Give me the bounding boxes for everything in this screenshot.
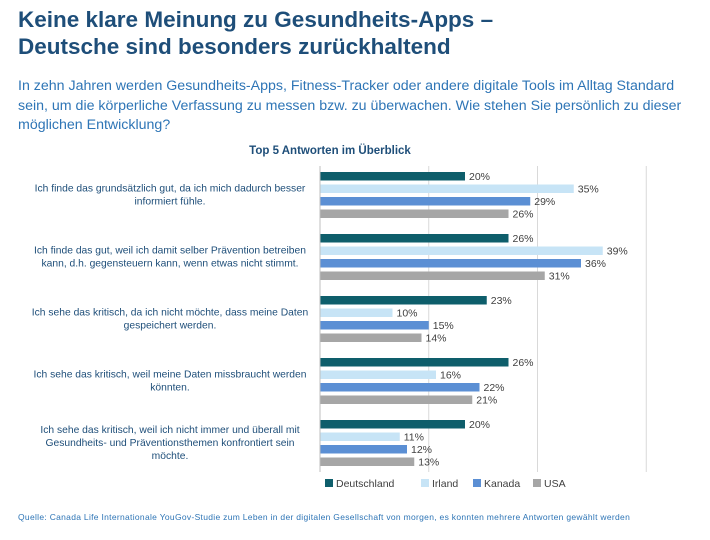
category-label: informiert fühle.: [135, 197, 206, 208]
source-note: Quelle: Canada Life Internationale YouGo…: [18, 512, 631, 522]
legend-label: USA: [544, 478, 566, 490]
bar: [320, 197, 531, 206]
bar: [320, 457, 415, 466]
category-label: könnten.: [150, 383, 190, 394]
bar: [320, 395, 473, 404]
data-label: 13%: [418, 457, 439, 469]
bar: [320, 234, 509, 243]
page-title-line-1: Keine klare Meinung zu Gesundheits-Apps …: [18, 7, 494, 32]
data-label: 26%: [513, 209, 534, 221]
category-label: möchte.: [152, 451, 189, 462]
category-label: Ich finde das grundsätzlich gut, da ich …: [35, 184, 306, 195]
legend-swatch: [325, 479, 333, 487]
page-title-line-2: Deutsche sind besonders zurückhaltend: [18, 34, 451, 59]
bar: [320, 333, 422, 342]
category-label: Ich sehe das kritisch, weil meine Daten …: [34, 370, 307, 381]
legend-swatch: [533, 479, 541, 487]
bar: [320, 172, 465, 181]
data-label: 39%: [607, 246, 628, 258]
data-label: 22%: [484, 382, 505, 394]
bar: [320, 383, 480, 392]
data-label: 11%: [404, 432, 424, 444]
data-label: 36%: [585, 258, 606, 270]
bar: [320, 432, 400, 441]
category-label: kann, d.h. gegensteuern kann, wenn etwas…: [42, 259, 299, 270]
data-label: 14%: [426, 333, 447, 345]
category-label: Ich sehe das kritisch, weil ich nicht im…: [40, 425, 299, 436]
data-label: 26%: [513, 233, 534, 245]
data-label: 12%: [411, 444, 432, 456]
bar: [320, 445, 407, 454]
data-label: 26%: [513, 357, 534, 369]
bar: [320, 321, 429, 330]
data-label: 21%: [476, 395, 497, 407]
bar: [320, 271, 545, 280]
bar: [320, 308, 393, 317]
bar: [320, 246, 603, 255]
bar: [320, 259, 581, 268]
legend-swatch: [421, 479, 429, 487]
legend-label: Deutschland: [336, 478, 395, 490]
legend-label: Irland: [432, 478, 458, 490]
bar: [320, 358, 509, 367]
data-label: 23%: [491, 295, 512, 307]
category-label: gespeichert werden.: [124, 321, 217, 332]
legend-swatch: [473, 479, 481, 487]
data-label: 20%: [469, 171, 490, 183]
data-label: 35%: [578, 184, 599, 196]
data-label: 16%: [440, 370, 461, 382]
bar: [320, 420, 465, 429]
bar: [320, 209, 509, 218]
data-label: 15%: [433, 320, 454, 332]
category-label: Gesundheits- und Präventionsthemen konfr…: [46, 438, 295, 449]
category-label: Ich sehe das kritisch, da ich nicht möch…: [32, 308, 309, 319]
data-label: 20%: [469, 419, 490, 431]
chart-title: Top 5 Antworten im Überblick: [249, 145, 411, 157]
data-label: 31%: [549, 271, 570, 283]
bar: [320, 370, 436, 379]
bar: [320, 296, 487, 305]
page-title: Keine klare Meinung zu Gesundheits-Apps …: [18, 6, 698, 60]
legend-label: Kanada: [484, 478, 520, 490]
category-label: Ich finde das gut, weil ich damit selber…: [34, 246, 306, 257]
survey-question: In zehn Jahren werden Gesundheits-Apps, …: [18, 78, 682, 133]
data-label: 29%: [534, 196, 555, 208]
bar: [320, 184, 574, 193]
data-label: 10%: [397, 308, 418, 320]
